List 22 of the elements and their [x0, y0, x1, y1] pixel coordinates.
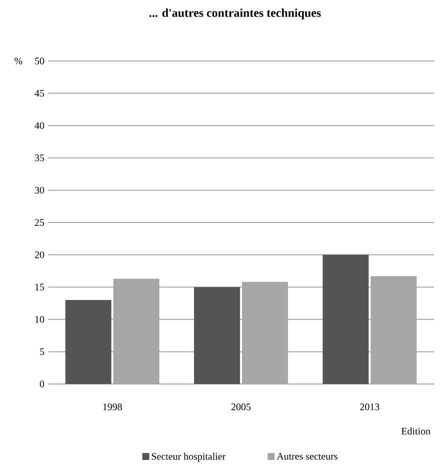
- y-tick-label: 50: [35, 58, 44, 64]
- y-tick-label: 20: [34, 251, 44, 258]
- y-tick-label: 45: [34, 90, 44, 97]
- y-axis-title: %: [14, 58, 22, 64]
- bar: [65, 300, 112, 384]
- x-tick-label: 2013: [360, 404, 380, 410]
- bar: [322, 254, 369, 384]
- y-tick-label: 10: [35, 316, 44, 323]
- legend-label: Secteur hospitalier: [152, 452, 226, 462]
- chart-title: ... d'autres contraintes techniques: [149, 8, 321, 20]
- x-tick-label: 2005: [231, 404, 251, 410]
- y-tick-label: 40: [34, 122, 44, 129]
- y-tick-label: 0: [40, 380, 44, 388]
- legend-label: Autres secteurs: [276, 452, 338, 460]
- y-tick-label: 35: [35, 154, 44, 162]
- y-tick-label: 25: [34, 219, 44, 226]
- x-axis-title: Edition: [401, 428, 430, 435]
- y-tick-label: 15: [35, 284, 44, 290]
- bar: [194, 287, 240, 384]
- y-tick-label: 5: [40, 348, 44, 356]
- y-tick-label: 30: [35, 186, 44, 194]
- x-tick-label: 1998: [103, 404, 122, 410]
